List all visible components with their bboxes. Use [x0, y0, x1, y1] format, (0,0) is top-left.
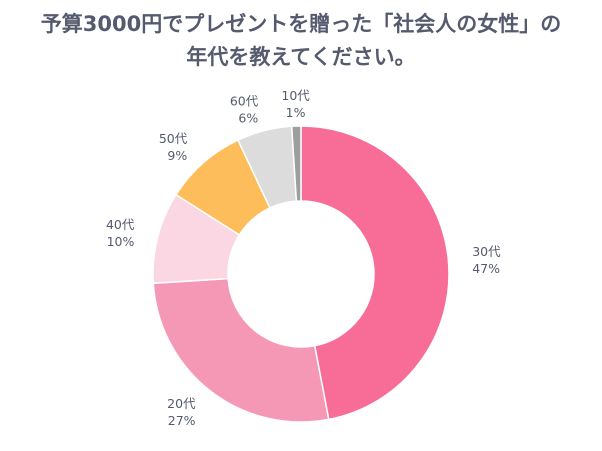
- slice-label-40代: 40代: [106, 217, 135, 232]
- slice-20代: [152, 277, 330, 423]
- chart-title: 予算3000円でプレゼントを贈った「社会人の女性」の 年代を教えてください。: [0, 8, 602, 74]
- slice-30代: [300, 125, 450, 421]
- slice-value-50代: 9%: [167, 148, 187, 163]
- slice-10代: [290, 125, 302, 202]
- chart-title-line-2: 年代を教えてください。: [186, 45, 416, 69]
- chart-title-line-1: 予算3000円でプレゼントを贈った「社会人の女性」の: [40, 12, 562, 36]
- slice-value-20代: 27%: [168, 413, 196, 428]
- chart-slices: [152, 125, 450, 423]
- slice-label-30代: 30代: [472, 244, 501, 259]
- slice-value-40代: 10%: [107, 234, 135, 249]
- chart-labels: 30代 47% 20代 27% 40代 10% 50代 9% 60代 6% 10代 1%: [106, 88, 501, 428]
- slice-value-30代: 47%: [472, 261, 500, 276]
- slice-value-10代: 1%: [286, 105, 306, 120]
- slice-label-20代: 20代: [167, 396, 196, 411]
- slice-label-60代: 60代: [230, 93, 259, 108]
- slice-label-50代: 50代: [159, 131, 188, 146]
- slice-value-60代: 6%: [238, 110, 258, 125]
- slice-label-10代: 10代: [281, 88, 310, 103]
